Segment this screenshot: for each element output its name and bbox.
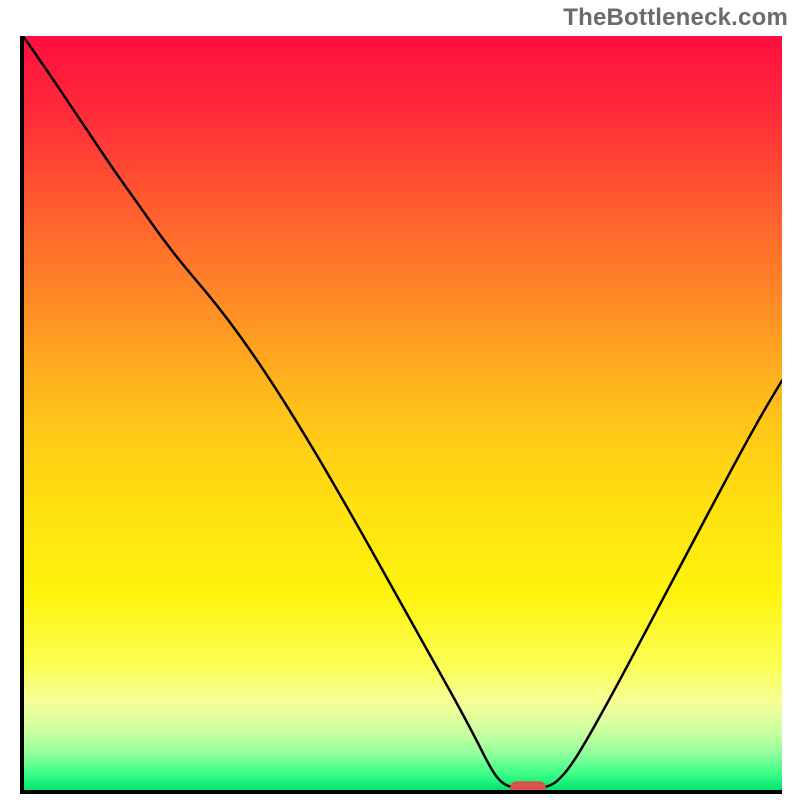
canvas: TheBottleneck.com [0,0,800,800]
bottleneck-chart [0,0,800,800]
gradient-background [24,36,782,790]
